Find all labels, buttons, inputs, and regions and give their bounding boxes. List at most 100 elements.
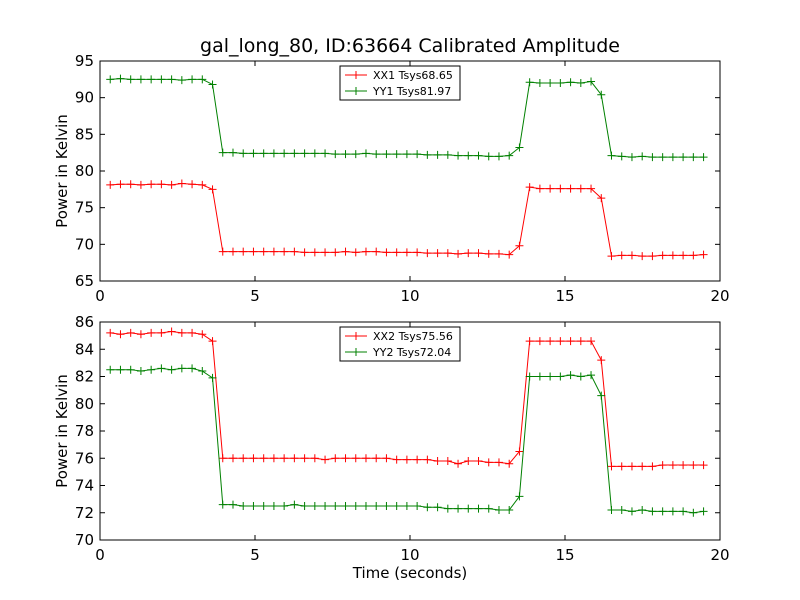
data-point: [392, 150, 401, 159]
series-line: [110, 182, 704, 257]
data-point: [607, 462, 616, 471]
data-point: [546, 372, 555, 381]
data-point: [310, 248, 319, 257]
y-tick-label: 70: [75, 531, 94, 549]
data-point: [679, 507, 688, 516]
data-point: [382, 150, 391, 159]
chart-title: gal_long_80, ID:63664 Calibrated Amplitu…: [200, 35, 620, 57]
data-point: [668, 251, 677, 260]
data-point: [638, 252, 647, 261]
data-point: [218, 247, 227, 256]
y-tick-label: 90: [75, 89, 94, 107]
data-point: [658, 507, 667, 516]
data-point: [484, 458, 493, 467]
data-point: [505, 151, 514, 160]
data-point: [494, 506, 503, 515]
y-tick-label: 65: [75, 272, 94, 290]
y-tick-label: 74: [75, 477, 94, 495]
data-point: [239, 149, 248, 158]
data-point: [249, 149, 258, 158]
data-point: [167, 75, 176, 84]
series-line: [110, 367, 704, 514]
data-point: [464, 456, 473, 465]
data-point: [679, 461, 688, 470]
data-point: [188, 328, 197, 337]
y-axis-label: Power in Kelvin: [53, 114, 71, 228]
data-point: [249, 454, 258, 463]
data-point: [474, 151, 483, 160]
data-point: [423, 503, 432, 512]
data-point: [535, 184, 544, 193]
data-point: [361, 454, 370, 463]
panel-2: 0 5 10 15 20 70 72 74 76 78 80 82 84 86 Power in Kelvi…: [53, 313, 730, 564]
x-tick-label: 20: [710, 287, 729, 305]
data-point: [546, 79, 555, 87]
data-point: [331, 248, 340, 257]
legend-box: [339, 65, 461, 101]
y-tick-label: 85: [75, 125, 94, 143]
data-point: [566, 337, 575, 346]
data-point: [658, 251, 667, 260]
data-point: [433, 503, 442, 512]
data-point: [106, 75, 115, 84]
data-point: [300, 248, 309, 257]
series-xx2: [106, 327, 708, 471]
data-point: [413, 248, 422, 257]
data-point: [341, 454, 350, 463]
legend: XX1 Tsys68.65 YY1 Tsys81.97: [339, 65, 461, 101]
data-point: [454, 249, 463, 258]
data-point: [188, 75, 197, 84]
data-point: [321, 248, 330, 257]
data-point: [177, 179, 186, 188]
data-point: [259, 247, 268, 256]
panel-1: 0 5 10 15 20 65 70 75 80 85 90 95 Power in Kelvin XX1…: [53, 52, 730, 305]
data-point: [484, 152, 493, 161]
data-point: [454, 151, 463, 160]
data-point: [413, 150, 422, 159]
data-point: [177, 76, 186, 85]
data-point: [300, 149, 309, 158]
data-point: [689, 508, 698, 517]
data-point: [587, 184, 596, 193]
data-point: [413, 501, 422, 510]
data-point: [136, 330, 145, 339]
data-point: [587, 337, 596, 346]
data-point: [382, 248, 391, 257]
data-point: [617, 152, 626, 161]
data-point: [259, 454, 268, 463]
y-tick-label: 86: [75, 313, 94, 331]
x-tick-label: 0: [95, 287, 105, 305]
data-point: [249, 247, 258, 256]
data-point: [321, 455, 330, 464]
data-point: [228, 454, 237, 463]
data-point: [167, 327, 176, 336]
data-point: [474, 504, 483, 513]
panels: 0 5 10 15 20 65 70 75 80 85 90 95 Power in Kelvin XX1…: [53, 52, 730, 564]
data-point: [597, 356, 606, 365]
data-point: [443, 249, 452, 258]
data-point: [535, 372, 544, 381]
data-point: [208, 80, 217, 89]
y-tick-label: 82: [75, 368, 94, 386]
data-point: [208, 185, 217, 194]
x-tick-label: 5: [250, 546, 260, 564]
data-point: [259, 501, 268, 510]
data-point: [597, 391, 606, 400]
data-point: [382, 454, 391, 463]
data-point: [494, 249, 503, 258]
series-yy2: [106, 364, 708, 517]
data-point: [443, 504, 452, 513]
data-point: [423, 249, 432, 258]
data-point: [658, 461, 667, 470]
data-point: [638, 152, 647, 161]
data-point: [147, 365, 156, 374]
data-point: [648, 153, 657, 162]
data-point: [300, 501, 309, 510]
data-point: [423, 455, 432, 464]
data-point: [361, 149, 370, 158]
data-point: [269, 501, 278, 510]
data-point: [413, 455, 422, 464]
data-point: [310, 149, 319, 158]
data-point: [136, 367, 145, 376]
data-point: [198, 367, 207, 376]
